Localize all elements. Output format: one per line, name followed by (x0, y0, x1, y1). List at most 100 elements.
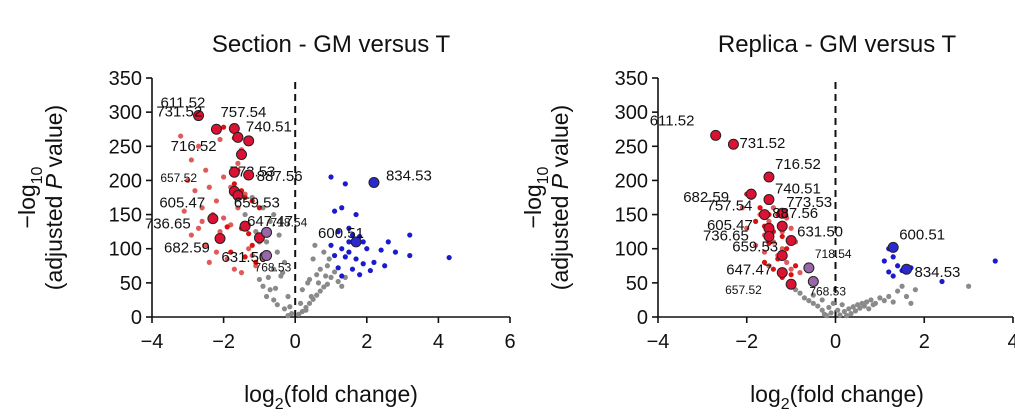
data-point (407, 232, 413, 238)
panel-replica: Replica - GM versus T 0 50 100 150 200 250 300 3… (520, 31, 1015, 413)
data-point (281, 259, 288, 265)
data-point (797, 270, 803, 276)
data-point (784, 246, 790, 252)
data-point (839, 302, 845, 308)
point-label: 718.54 (271, 215, 308, 229)
data-point (246, 246, 252, 252)
data-point (331, 269, 338, 275)
point-label: 682.59 (164, 239, 210, 256)
data-point (328, 174, 334, 180)
data-point (256, 276, 262, 283)
data-point (788, 225, 794, 231)
data-point (315, 280, 322, 286)
x-tick-label: 2 (361, 331, 372, 353)
point-label: 716.52 (171, 138, 217, 155)
data-point (385, 239, 391, 245)
point-label: 740.51 (246, 118, 292, 135)
chart-title: Section - GM versus T (212, 31, 451, 58)
highlighted-point (759, 209, 770, 221)
data-point (908, 300, 914, 306)
data-point (203, 242, 209, 248)
point-label: 605.47 (707, 217, 753, 234)
point-label: 659.53 (732, 239, 778, 256)
data-point (761, 259, 768, 265)
point-label: 631.50 (797, 224, 843, 241)
highlighted-point (776, 267, 788, 279)
x-tick-label: 4 (433, 331, 444, 353)
x-tick-label: −4 (647, 331, 670, 353)
highlighted-point (763, 194, 775, 206)
data-point (299, 287, 305, 293)
data-point (280, 270, 286, 276)
data-point (779, 233, 785, 240)
data-point (846, 306, 852, 312)
data-point (235, 160, 241, 166)
data-point (939, 278, 945, 285)
x-tick-label: 2 (919, 331, 930, 353)
highlighted-point (710, 129, 722, 141)
data-point (308, 293, 314, 300)
data-point (744, 225, 750, 231)
data-point (335, 229, 341, 235)
x-tick-label: 0 (830, 331, 841, 353)
data-point (367, 267, 373, 274)
data-point (331, 252, 338, 259)
data-point (766, 240, 772, 246)
highlighted-point (785, 278, 797, 290)
data-point (217, 229, 223, 235)
data-point (188, 157, 194, 163)
data-point (826, 304, 832, 311)
point-label: 736.65 (703, 227, 749, 244)
data-point (346, 239, 352, 245)
data-point (903, 293, 910, 300)
data-point (199, 218, 205, 224)
data-point (819, 307, 825, 313)
y-tick-label: 0 (131, 307, 142, 329)
data-point (335, 265, 341, 271)
data-point (788, 266, 794, 272)
data-point (797, 290, 803, 296)
point-label: 887.56 (772, 205, 818, 222)
point-label: 731.52 (156, 104, 202, 121)
highlighted-point (776, 220, 788, 232)
data-point (206, 184, 212, 190)
data-point (788, 272, 794, 278)
point-label: 647.47 (726, 262, 772, 279)
data-point (810, 300, 816, 306)
data-point (224, 224, 230, 230)
data-point (349, 266, 356, 272)
point-label: 657.52 (160, 171, 197, 185)
highlighted-point (193, 110, 205, 122)
data-point (446, 254, 452, 261)
data-point (779, 246, 785, 252)
data-point (310, 256, 316, 262)
y-tick-label: 0 (637, 307, 648, 329)
data-point (739, 205, 745, 211)
point-label: 887.56 (257, 168, 303, 185)
data-point (249, 198, 255, 204)
highlighted-point (776, 207, 788, 219)
highlighted-point (243, 135, 255, 147)
y-tick-label: 100 (615, 239, 648, 261)
data-point (335, 278, 341, 285)
y-axis-title-line2: (adjusted P value) (41, 105, 67, 290)
x-tick-label: −2 (212, 331, 235, 353)
data-point (326, 256, 332, 262)
data-point (821, 311, 828, 317)
data-point (886, 293, 892, 300)
data-point (757, 205, 763, 211)
data-point (285, 293, 291, 300)
y-tick-label: 100 (109, 239, 142, 261)
y-tick-label: 150 (109, 205, 142, 227)
data-point (324, 263, 331, 269)
data-point (231, 181, 237, 187)
data-point (242, 211, 248, 218)
data-point (766, 218, 772, 224)
data-point (185, 177, 191, 184)
data-point (306, 300, 313, 306)
highlighted-point (243, 169, 255, 181)
data-point (195, 143, 202, 149)
data-point (199, 205, 205, 211)
y-axis-title-line1: −log10 (14, 166, 46, 228)
